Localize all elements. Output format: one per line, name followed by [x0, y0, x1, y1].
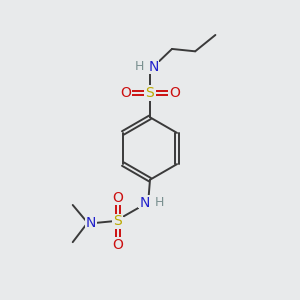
- Text: O: O: [169, 86, 180, 100]
- Text: H: H: [155, 196, 164, 209]
- Bar: [169, 88, 180, 98]
- Bar: [112, 193, 123, 202]
- Bar: [85, 218, 97, 227]
- Text: N: N: [86, 216, 96, 230]
- Text: H: H: [135, 60, 144, 73]
- Text: O: O: [120, 86, 131, 100]
- Text: N: N: [140, 196, 150, 210]
- Text: S: S: [146, 86, 154, 100]
- Text: O: O: [112, 238, 123, 252]
- Bar: [112, 217, 124, 226]
- Text: N: N: [148, 60, 159, 74]
- Bar: [112, 241, 123, 250]
- Bar: [138, 198, 159, 208]
- Text: O: O: [112, 190, 123, 205]
- Bar: [120, 88, 131, 98]
- Bar: [139, 62, 161, 71]
- Text: S: S: [113, 214, 122, 228]
- Bar: [144, 88, 156, 98]
